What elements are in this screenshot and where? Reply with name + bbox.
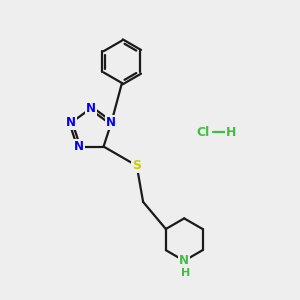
Text: N: N	[66, 116, 76, 129]
Text: S: S	[132, 159, 141, 172]
Text: N: N	[106, 116, 116, 129]
Text: Cl: Cl	[196, 126, 210, 139]
Text: H: H	[181, 268, 190, 278]
Text: N: N	[74, 140, 84, 153]
Text: N: N	[86, 102, 96, 115]
Text: H: H	[226, 126, 236, 139]
Text: N: N	[179, 254, 189, 267]
